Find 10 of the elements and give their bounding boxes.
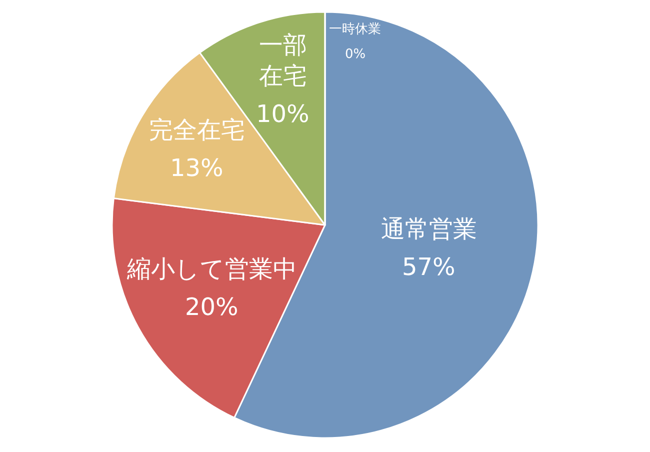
text: 0% (345, 47, 366, 62)
data-label: 57% (402, 253, 456, 281)
category-label: 一時休業 (329, 22, 381, 37)
slice-label: 完全在宅 (149, 116, 245, 144)
data-label: 10% (256, 100, 310, 128)
slice-label: 一部在宅 (259, 31, 307, 90)
data-label: 13% (170, 154, 224, 182)
slice-label: 通常営業 (381, 215, 477, 243)
data-label: 20% (185, 293, 238, 321)
slice-label: 縮小して営業中 (126, 255, 297, 283)
